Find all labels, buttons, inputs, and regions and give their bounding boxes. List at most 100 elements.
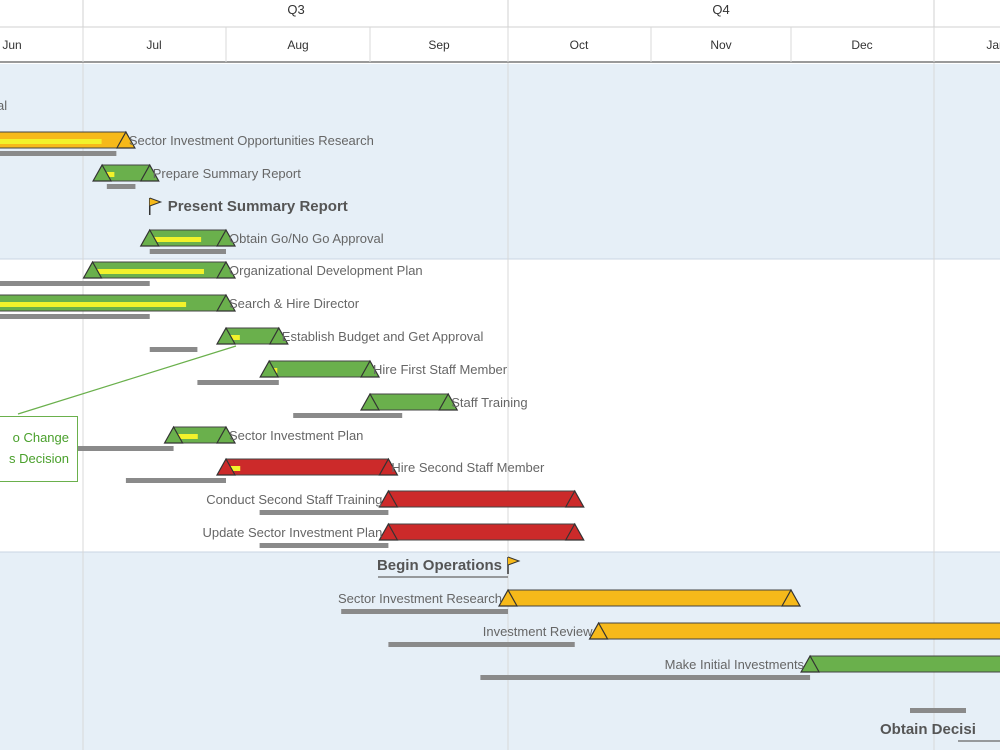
baseline-bar-obtain-go-no-go-approval	[149, 249, 226, 254]
task-bar-make-initial-investments	[809, 655, 1000, 673]
baseline-bar-prepare-summary-report	[106, 184, 136, 189]
task-label-update-sector-investment-plan: Update Sector Investment Plan	[202, 525, 382, 540]
month-label-jul: Jul	[146, 38, 161, 52]
baseline-bar-hire-first-staff-member	[197, 380, 279, 385]
progress-fill-organizational-development-plan	[94, 269, 204, 274]
baseline-bar-conduct-second-staff-training	[259, 510, 389, 515]
progress-fill-prepare-summary-report	[104, 172, 115, 177]
task-bar-sector-investment-research	[507, 589, 792, 607]
month-label-jun: Jun	[2, 38, 21, 52]
task-organizational-development-plan: Organizational Development Plan	[0, 260, 423, 286]
task-label-search-hire-director: Search & Hire Director	[229, 296, 360, 311]
start-marker-make-initial-investments	[800, 654, 821, 673]
task-label-prepare-summary-report: Prepare Summary Report	[153, 166, 301, 181]
baseline-bar-sector-investment-research	[341, 609, 508, 614]
task-present-summary-report: Present Summary Report	[148, 197, 348, 215]
end-marker-staff-training	[438, 392, 459, 411]
end-marker-establish-budget-and-get-approval	[268, 326, 289, 345]
end-marker-organizational-development-plan	[215, 260, 237, 279]
task-al: al	[0, 98, 7, 113]
task-label-investment-review: Investment Review	[483, 624, 593, 639]
task-staff-training: Staff Training	[293, 392, 528, 418]
start-marker-sector-investment-plan	[163, 425, 184, 444]
task-hire-second-staff-member: Hire Second Staff Member	[125, 457, 545, 483]
task-label-sector-investment-opportunities-research: Sector Investment Opportunities Research	[129, 133, 374, 148]
baseline-bar-sector-investment-plan	[0, 446, 174, 451]
month-label-nov: Nov	[710, 38, 731, 52]
callout-line-1: o Change	[12, 430, 69, 445]
end-marker-hire-first-staff-member	[359, 359, 381, 378]
task-investment-review: Investment Review	[388, 621, 1000, 647]
baseline-bar-investment-review	[388, 642, 575, 647]
task-sector-investment-plan: Sector Investment Plan	[0, 425, 363, 451]
task-sector-investment-research: Sector Investment Research	[338, 588, 802, 614]
end-marker-prepare-summary-report	[139, 163, 160, 182]
task-label-al: al	[0, 98, 7, 113]
task-label-hire-second-staff-member: Hire Second Staff Member	[391, 460, 545, 475]
start-marker-update-sector-investment-plan	[378, 522, 399, 541]
task-label-sector-investment-plan: Sector Investment Plan	[229, 428, 363, 443]
task-make-initial-investments: Make Initial Investments	[480, 654, 1000, 680]
progress-fill-search-hire-director	[0, 302, 187, 307]
task-bar-conduct-second-staff-training	[387, 490, 576, 508]
start-marker-hire-first-staff-member	[259, 359, 280, 378]
callout-connector-line	[17, 345, 237, 415]
task-label-present-summary-report: Present Summary Report	[168, 198, 348, 215]
baseline-bar-make-initial-investments	[480, 675, 811, 680]
end-marker-sector-investment-opportunities-research	[115, 130, 136, 149]
end-marker-search-hire-director	[215, 293, 237, 312]
baseline-bar-establish-budget-and-get-approval	[149, 347, 198, 352]
task-bar-hire-first-staff-member	[268, 360, 371, 378]
task-label-establish-budget-and-get-approval: Establish Budget and Get Approval	[282, 329, 484, 344]
task-hire-first-staff-member: Hire First Staff Member	[197, 359, 508, 385]
task-label-begin-operations: Begin Operations	[377, 557, 502, 574]
callout-line-2: s Decision	[9, 451, 69, 466]
dependency-lines	[17, 345, 237, 415]
task-obtain-decisi: Obtain Decisi	[880, 708, 1000, 742]
end-marker-sector-investment-research	[780, 588, 802, 607]
month-label-aug: Aug	[287, 38, 308, 52]
baseline-bar-search-hire-director	[0, 314, 150, 319]
start-marker-establish-budget-and-get-approval	[215, 326, 237, 345]
task-update-sector-investment-plan: Update Sector Investment Plan	[202, 522, 585, 548]
header-background	[0, 0, 1000, 62]
month-label-jan: Jan	[986, 38, 1000, 52]
task-establish-budget-and-get-approval: Establish Budget and Get Approval	[149, 326, 484, 352]
swimlane-1	[0, 64, 1000, 259]
task-bar-staff-training	[369, 393, 449, 411]
month-label-oct: Oct	[570, 38, 589, 52]
start-marker-conduct-second-staff-training	[378, 489, 399, 508]
task-sector-investment-opportunities-research: Sector Investment Opportunities Research	[0, 130, 374, 156]
change-decision-callout[interactable]: o Change s Decision	[0, 416, 78, 482]
month-label-dec: Dec	[851, 38, 872, 52]
task-search-hire-director: Search & Hire Director	[0, 293, 360, 319]
task-begin-operations: Begin Operations	[377, 556, 521, 578]
task-label-hire-first-staff-member: Hire First Staff Member	[373, 362, 508, 377]
task-bar-hire-second-staff-member	[225, 458, 389, 476]
baseline-bar-update-sector-investment-plan	[259, 543, 389, 548]
task-bar-investment-review	[598, 622, 1000, 640]
start-marker-investment-review	[588, 621, 609, 640]
start-marker-sector-investment-research	[497, 588, 519, 607]
timeline-header: Q3 Q4 Jun Jul Aug Sep Oct Nov Dec Jan	[0, 0, 1000, 63]
task-label-organizational-development-plan: Organizational Development Plan	[229, 263, 423, 278]
task-prepare-summary-report: Prepare Summary Report	[92, 163, 301, 189]
end-marker-sector-investment-plan	[215, 425, 237, 444]
swimlane-3	[0, 552, 1000, 750]
month-label-sep: Sep	[428, 38, 450, 52]
task-label-sector-investment-research: Sector Investment Research	[338, 591, 502, 606]
progress-fill-sector-investment-plan	[175, 434, 198, 439]
progress-fill-sector-investment-opportunities-research	[0, 139, 102, 144]
start-marker-hire-second-staff-member	[215, 457, 237, 476]
task-conduct-second-staff-training: Conduct Second Staff Training	[206, 489, 585, 515]
quarter-label-q4: Q4	[712, 2, 729, 17]
start-marker-staff-training	[359, 392, 381, 411]
end-marker-conduct-second-staff-training	[564, 489, 585, 508]
baseline-bar-sector-investment-opportunities-research	[0, 151, 117, 156]
start-marker-organizational-development-plan	[82, 260, 103, 279]
progress-fill-obtain-go-no-go-approval	[151, 237, 202, 242]
quarter-label-q3: Q3	[287, 2, 304, 17]
task-label-staff-training: Staff Training	[451, 395, 527, 410]
progress-fill-hire-second-staff-member	[228, 466, 241, 471]
